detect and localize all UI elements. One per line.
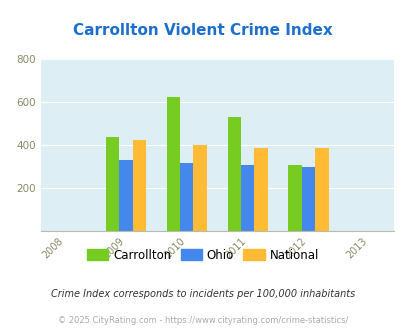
Text: Carrollton Violent Crime Index: Carrollton Violent Crime Index [73, 23, 332, 38]
Bar [254, 148, 267, 231]
Bar [315, 148, 328, 231]
Bar [193, 145, 207, 231]
Text: Crime Index corresponds to incidents per 100,000 inhabitants: Crime Index corresponds to incidents per… [51, 289, 354, 299]
Bar [241, 164, 254, 231]
Bar [227, 117, 241, 231]
Bar [119, 160, 132, 231]
Legend: Carrollton, Ohio, National: Carrollton, Ohio, National [82, 244, 323, 266]
Bar [288, 164, 301, 231]
Text: © 2025 CityRating.com - https://www.cityrating.com/crime-statistics/: © 2025 CityRating.com - https://www.city… [58, 316, 347, 325]
Bar [301, 167, 315, 231]
Bar [180, 163, 193, 231]
Bar [166, 97, 180, 231]
Bar [132, 140, 146, 231]
Bar [106, 137, 119, 231]
